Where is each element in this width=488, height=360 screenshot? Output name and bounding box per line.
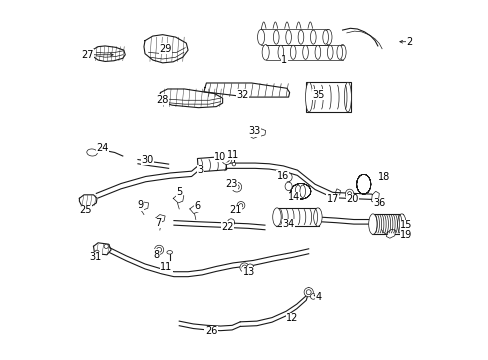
Ellipse shape <box>285 182 291 190</box>
Text: 5: 5 <box>176 187 182 197</box>
Text: 14: 14 <box>287 192 300 202</box>
Ellipse shape <box>224 157 229 162</box>
Ellipse shape <box>345 189 353 199</box>
Ellipse shape <box>347 192 351 197</box>
Ellipse shape <box>166 251 172 254</box>
Text: 33: 33 <box>248 126 260 136</box>
Polygon shape <box>79 195 97 207</box>
Text: 10: 10 <box>214 152 226 162</box>
Ellipse shape <box>278 45 283 59</box>
Ellipse shape <box>324 30 331 45</box>
Text: 8: 8 <box>153 250 159 260</box>
Text: 27: 27 <box>81 50 94 60</box>
Text: 31: 31 <box>89 252 102 262</box>
Text: 19: 19 <box>399 230 411 240</box>
Text: 24: 24 <box>96 143 109 153</box>
Ellipse shape <box>237 202 244 209</box>
Text: 22: 22 <box>221 221 233 231</box>
Text: 26: 26 <box>204 326 217 336</box>
Polygon shape <box>203 83 289 97</box>
Ellipse shape <box>232 162 235 166</box>
Ellipse shape <box>240 263 248 272</box>
Ellipse shape <box>313 208 322 226</box>
Ellipse shape <box>95 250 99 255</box>
Ellipse shape <box>231 153 236 156</box>
Text: 11: 11 <box>160 262 172 273</box>
Ellipse shape <box>231 182 241 192</box>
Ellipse shape <box>368 214 376 234</box>
Ellipse shape <box>310 30 315 44</box>
Ellipse shape <box>239 204 242 207</box>
Ellipse shape <box>234 185 239 189</box>
Text: 34: 34 <box>282 219 294 229</box>
Bar <box>276 208 318 226</box>
Text: 9: 9 <box>137 201 143 210</box>
Bar <box>371 214 402 234</box>
Ellipse shape <box>156 247 161 252</box>
Ellipse shape <box>299 185 305 198</box>
Polygon shape <box>159 89 222 108</box>
Text: 2: 2 <box>406 37 412 47</box>
Ellipse shape <box>262 45 269 60</box>
Ellipse shape <box>273 30 279 44</box>
Ellipse shape <box>290 45 295 59</box>
Ellipse shape <box>397 214 405 234</box>
Ellipse shape <box>285 173 291 181</box>
Ellipse shape <box>272 208 281 226</box>
Ellipse shape <box>344 82 351 112</box>
Text: 4: 4 <box>315 292 321 302</box>
Ellipse shape <box>227 219 234 226</box>
Text: 7: 7 <box>155 218 161 228</box>
Ellipse shape <box>314 45 320 59</box>
Text: 35: 35 <box>312 90 324 100</box>
Text: 11: 11 <box>226 150 239 159</box>
Ellipse shape <box>305 82 312 112</box>
Ellipse shape <box>338 45 346 60</box>
Text: 20: 20 <box>345 194 358 204</box>
Text: 12: 12 <box>285 313 298 323</box>
Ellipse shape <box>336 45 342 59</box>
Text: 36: 36 <box>372 198 385 208</box>
Text: 32: 32 <box>236 90 248 100</box>
Text: 16: 16 <box>276 171 288 181</box>
Ellipse shape <box>285 30 291 44</box>
Text: 28: 28 <box>156 95 168 104</box>
Text: 17: 17 <box>326 194 338 204</box>
Ellipse shape <box>257 30 264 45</box>
Ellipse shape <box>104 244 108 248</box>
Ellipse shape <box>298 30 303 44</box>
Bar <box>305 82 351 112</box>
Text: 18: 18 <box>377 172 389 182</box>
Polygon shape <box>371 191 379 203</box>
Text: 30: 30 <box>141 154 153 165</box>
Ellipse shape <box>302 45 308 59</box>
Ellipse shape <box>154 245 163 255</box>
Text: 21: 21 <box>229 205 242 215</box>
Text: 15: 15 <box>399 220 411 230</box>
Text: 1: 1 <box>281 55 287 65</box>
Text: 25: 25 <box>80 205 92 215</box>
Text: 13: 13 <box>242 267 254 278</box>
Text: 29: 29 <box>159 44 171 54</box>
Text: 6: 6 <box>195 202 201 211</box>
Polygon shape <box>386 229 395 238</box>
Text: 3: 3 <box>197 165 203 175</box>
Ellipse shape <box>246 264 253 271</box>
Polygon shape <box>143 35 188 63</box>
Ellipse shape <box>242 265 246 270</box>
Ellipse shape <box>327 45 332 59</box>
Ellipse shape <box>87 149 97 156</box>
Polygon shape <box>93 243 111 255</box>
Ellipse shape <box>305 290 310 294</box>
Ellipse shape <box>304 288 313 297</box>
Ellipse shape <box>322 30 328 44</box>
Ellipse shape <box>310 294 315 299</box>
Polygon shape <box>92 46 125 62</box>
Ellipse shape <box>295 185 300 198</box>
Ellipse shape <box>222 154 231 165</box>
Bar <box>197 156 226 172</box>
Text: 23: 23 <box>224 179 237 189</box>
